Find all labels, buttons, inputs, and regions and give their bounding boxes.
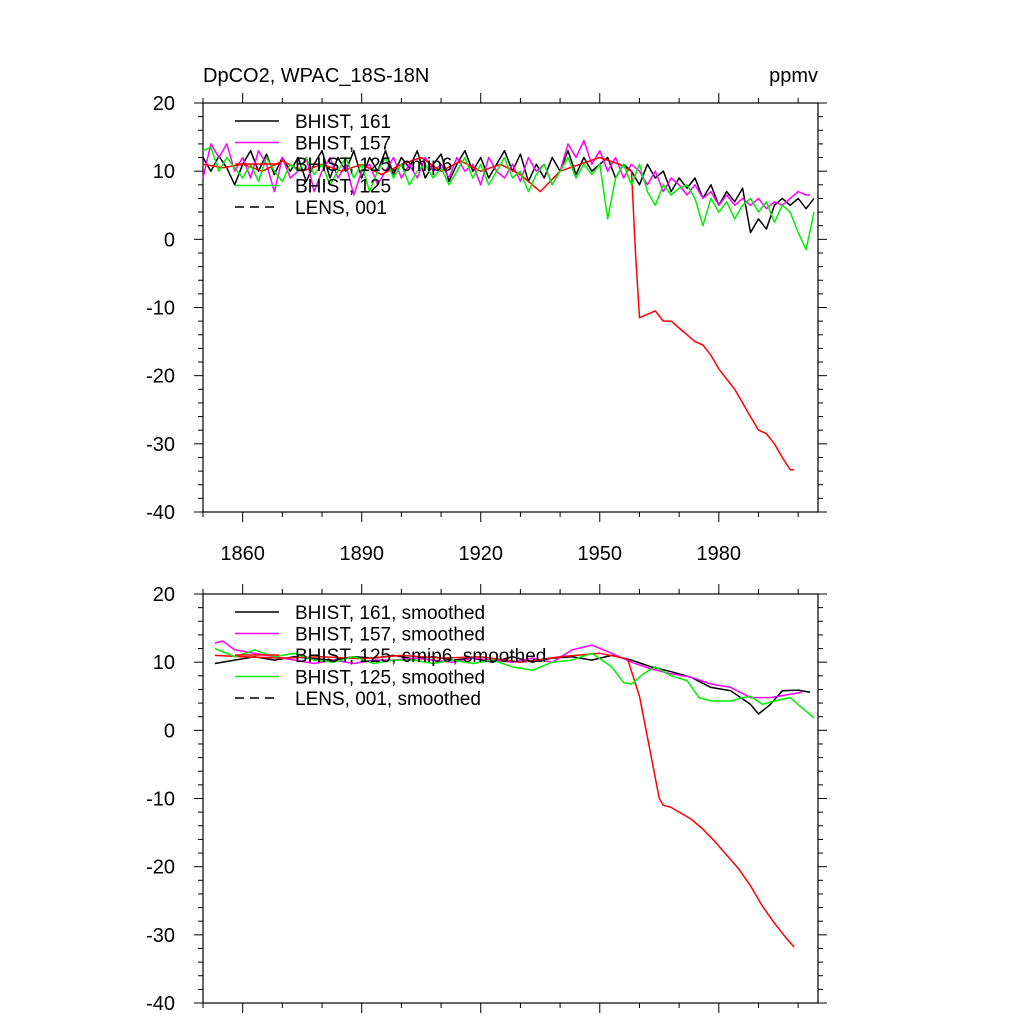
- top-panel: 20 10 0 -10 -20 -30 -40 1860 1890 1920 1950 1980 BHI…: [146, 93, 827, 565]
- x-tick-label: 1860: [220, 543, 265, 565]
- legend-label: BHIST, 125, cmip6: [295, 155, 452, 176]
- y-tick-label: 0: [164, 229, 175, 251]
- y-tick-label: 20: [153, 584, 175, 606]
- legend-label: BHIST, 161: [295, 112, 391, 133]
- series-line: [214, 647, 815, 719]
- y-tick-label: -20: [146, 857, 175, 879]
- legend-label: BHIST, 161, smoothed: [295, 603, 485, 624]
- x-tick-label: 1950: [578, 543, 623, 565]
- y-tick-label: -40: [146, 993, 175, 1015]
- y-tick-label: -20: [146, 366, 175, 388]
- y-tick-label: -10: [146, 298, 175, 320]
- y-tick-label: -30: [146, 925, 175, 947]
- series-line: [214, 640, 803, 699]
- legend-label: LENS, 001, smoothed: [295, 689, 481, 710]
- x-tick-label: 1920: [458, 543, 503, 565]
- y-tick-label: 10: [153, 161, 175, 183]
- y-tick-label: 20: [153, 93, 175, 115]
- y-tick-label: -30: [146, 434, 175, 456]
- legend-label: BHIST, 125: [295, 177, 391, 198]
- series-line: [202, 156, 795, 471]
- series-line: [202, 149, 815, 234]
- legend-label: BHIST, 125, cmip6, smoothed: [295, 646, 546, 667]
- y-tick-label: 10: [153, 652, 175, 674]
- y-tick-label: 0: [164, 720, 175, 742]
- series-line: [214, 652, 795, 948]
- series-line: [214, 654, 811, 715]
- x-tick-label: 1980: [697, 543, 742, 565]
- chart-units-label: ppmv: [769, 65, 818, 87]
- x-tick-label: 1890: [339, 543, 384, 565]
- legend-label: BHIST, 157: [295, 134, 391, 155]
- y-tick-label: -40: [146, 502, 175, 524]
- y-tick-label: -10: [146, 789, 175, 811]
- legend-label: BHIST, 125, smoothed: [295, 668, 485, 689]
- legend-label: LENS, 001: [295, 198, 387, 219]
- legend-label: BHIST, 157, smoothed: [295, 625, 485, 646]
- chart-title: DpCO2, WPAC_18S-18N: [203, 65, 429, 87]
- series-line: [202, 146, 815, 251]
